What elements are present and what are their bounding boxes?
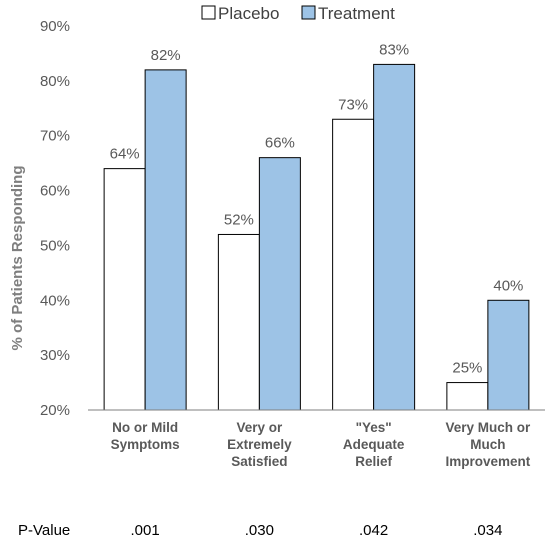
category-label: "Yes" Adequate Relief <box>343 420 405 469</box>
pvalue: .030 <box>245 522 274 539</box>
placebo-bar <box>446 382 489 411</box>
category-labels: No or Mild Symptoms Very or Extremely Satisf… <box>111 420 531 469</box>
treatment-bar <box>258 157 301 411</box>
placebo-value-label: 25% <box>452 360 482 377</box>
pvalue: .042 <box>359 522 388 539</box>
category-label: Very Much or Much Improvement <box>445 420 531 469</box>
placebo-value-label: 73% <box>338 96 368 113</box>
y-tick-label: 70% <box>40 128 70 145</box>
treatment-value-label: 66% <box>265 135 295 152</box>
category-label: Very or Extremely Satisfied <box>227 420 292 469</box>
placebo-bar <box>332 118 375 411</box>
y-tick-label: 90% <box>40 18 70 35</box>
y-tick-label: 40% <box>40 292 70 309</box>
treatment-bar <box>144 69 187 411</box>
treatment-value-label: 82% <box>151 47 181 64</box>
treatment-bar <box>373 63 416 411</box>
treatment-value-label: 83% <box>379 41 409 58</box>
y-tick-label: 50% <box>40 237 70 254</box>
placebo-value-label: 64% <box>110 146 140 163</box>
y-axis-label: % of Patients Responding <box>9 165 26 350</box>
placebo-bar <box>103 168 146 411</box>
category-label: No or Mild Symptoms <box>111 420 180 452</box>
pvalue-label: P-Value <box>18 522 70 539</box>
legend-swatch-placebo <box>201 5 216 20</box>
treatment-bar <box>487 299 530 411</box>
y-tick-label: 20% <box>40 402 70 419</box>
treatment-value-label: 40% <box>493 277 523 294</box>
pvalues: .001 .030 .042 .034 <box>131 522 503 539</box>
pvalue: .034 <box>473 522 502 539</box>
pvalue: .001 <box>131 522 160 539</box>
y-tick-label: 60% <box>40 183 70 200</box>
legend-label-placebo: Placebo <box>218 4 279 23</box>
y-axis-ticks: 20% 30% 40% 50% 60% 70% 80% 90% <box>40 18 70 419</box>
placebo-value-label: 52% <box>224 211 254 228</box>
y-tick-label: 80% <box>40 73 70 90</box>
value-labels: 64% 82% 52% 66% 73% 83% 25% 40% <box>110 41 524 376</box>
placebo-bar <box>217 233 260 411</box>
legend-label-treatment: Treatment <box>318 4 395 23</box>
legend-swatch-treatment <box>301 5 316 20</box>
legend: Placebo Treatment <box>201 4 395 23</box>
y-tick-label: 30% <box>40 347 70 364</box>
bars <box>103 63 530 411</box>
